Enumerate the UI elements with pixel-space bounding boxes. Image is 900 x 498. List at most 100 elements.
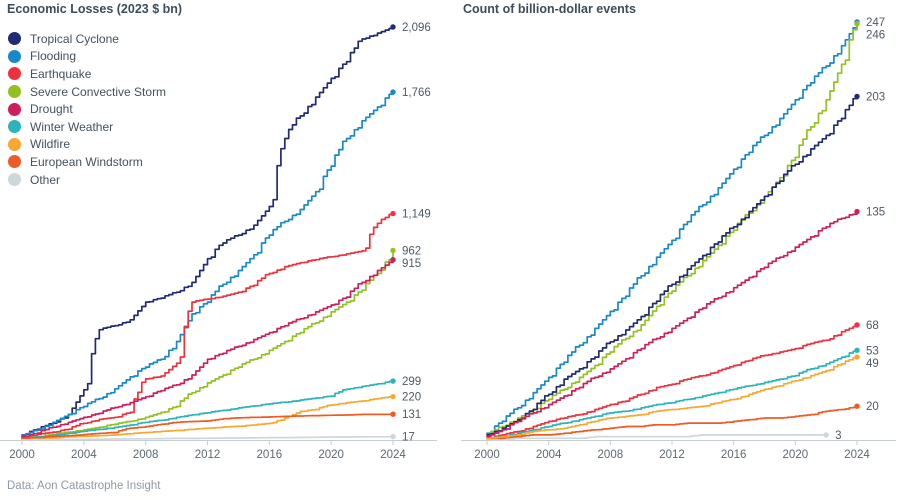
x-tick-label: 2012 xyxy=(195,449,221,461)
line-winter-weather xyxy=(21,380,394,440)
end-dot-drought xyxy=(390,257,396,263)
legend-label: Flooding xyxy=(30,49,77,64)
end-label-earthquake: 68 xyxy=(866,320,879,332)
end-label-drought: 915 xyxy=(402,258,421,270)
legend-swatch-icon xyxy=(8,137,21,151)
end-dot-winter-weather xyxy=(854,347,860,354)
line-european-windstorm xyxy=(486,405,858,441)
end-dot-other xyxy=(823,432,829,438)
legend-swatch-icon xyxy=(8,173,21,187)
line-severe-convective-storm xyxy=(486,22,858,436)
legend-label: Drought xyxy=(30,102,73,117)
economic-losses-chart: 2000 2004 2008 2012 2016 2020 2024 2,096 1,766 1,… xyxy=(0,22,437,461)
x-tick-label: 2004 xyxy=(71,449,97,461)
legend-swatch-icon xyxy=(8,85,21,99)
end-dot-tropical-cyclone xyxy=(390,24,396,30)
end-dot-winter-weather xyxy=(390,378,396,384)
legend-item-drought: Drought xyxy=(8,100,166,118)
end-dot-severe-convective-storm xyxy=(854,20,860,27)
end-label-earthquake: 1,149 xyxy=(402,209,431,221)
end-label-other: 17 xyxy=(402,432,415,444)
line-other xyxy=(486,434,828,441)
legend-label: Severe Convective Storm xyxy=(30,84,167,99)
line-winter-weather xyxy=(486,349,858,440)
event-count-chart: 2000 2004 2008 2012 2016 2020 2024247246203135… xyxy=(461,17,896,461)
legend-item-winter-weather: Winter Weather xyxy=(8,118,166,136)
end-label-flooding: 247 xyxy=(866,17,885,29)
end-label-tropical-cyclone: 2,096 xyxy=(402,22,431,34)
x-tick-label: 2020 xyxy=(783,449,809,461)
legend-swatch-icon xyxy=(8,102,21,116)
end-label-drought: 135 xyxy=(866,207,885,219)
line-european-windstorm xyxy=(21,413,394,440)
x-tick-label: 2024 xyxy=(380,449,406,461)
peril-legend: Tropical Cyclone Flooding Earthquake Severe… xyxy=(8,30,166,188)
line-tropical-cyclone xyxy=(21,26,394,436)
legend-item-other: Other xyxy=(8,171,166,189)
line-flooding xyxy=(21,91,394,437)
legend-item-wildfire: Wildfire xyxy=(8,136,166,154)
legend-item-severe-convective-storm: Severe Convective Storm xyxy=(8,83,166,101)
end-dot-earthquake xyxy=(854,322,860,328)
legend-swatch-icon xyxy=(8,32,21,46)
x-tick-label: 2008 xyxy=(598,449,624,461)
legend-item-flooding: Flooding xyxy=(8,48,166,66)
legend-label: Tropical Cyclone xyxy=(30,31,119,46)
x-tick-label: 2024 xyxy=(844,449,870,461)
legend-label: Earthquake xyxy=(30,66,92,81)
end-label-winter-weather: 53 xyxy=(866,345,879,357)
end-dot-severe-convective-storm xyxy=(390,247,396,254)
end-dot-european-windstorm xyxy=(854,403,860,409)
legend-item-earthquake: Earthquake xyxy=(8,65,166,83)
end-dot-european-windstorm xyxy=(390,411,396,417)
legend-swatch-icon xyxy=(8,67,21,81)
line-severe-convective-storm xyxy=(21,249,394,440)
end-label-other: 3 xyxy=(835,430,841,442)
end-label-wildfire: 49 xyxy=(866,358,879,370)
end-dot-wildfire xyxy=(854,354,860,360)
x-tick-label: 2020 xyxy=(318,449,344,461)
x-tick-label: 2012 xyxy=(659,449,685,461)
line-drought xyxy=(486,210,858,438)
end-dot-wildfire xyxy=(390,393,396,400)
end-label-tropical-cyclone: 203 xyxy=(866,91,885,103)
legend-label: European Windstorm xyxy=(30,154,143,169)
line-wildfire xyxy=(486,356,858,440)
legend-label: Winter Weather xyxy=(30,119,114,134)
line-drought xyxy=(21,258,394,438)
line-earthquake xyxy=(21,212,394,439)
end-label-european-windstorm: 20 xyxy=(866,401,879,413)
end-label-european-windstorm: 131 xyxy=(402,409,421,421)
end-label-winter-weather: 299 xyxy=(402,376,421,388)
x-tick-label: 2004 xyxy=(536,449,562,461)
line-wildfire xyxy=(21,395,394,441)
legend-swatch-icon xyxy=(8,49,21,63)
end-dot-drought xyxy=(854,208,860,215)
line-tropical-cyclone xyxy=(486,95,858,436)
end-dot-flooding xyxy=(390,89,396,95)
legend-swatch-icon xyxy=(8,155,21,169)
economic-losses-title: Economic Losses (2023 $ bn) xyxy=(7,2,183,16)
end-label-wildfire: 220 xyxy=(402,392,421,404)
line-other xyxy=(21,435,394,441)
legend-item-european-windstorm: European Windstorm xyxy=(8,153,166,171)
x-tick-label: 2008 xyxy=(133,449,159,461)
legend-swatch-icon xyxy=(8,120,21,134)
x-tick-label: 2000 xyxy=(9,449,35,461)
end-dot-tropical-cyclone xyxy=(854,93,860,100)
end-dot-earthquake xyxy=(390,210,396,217)
line-flooding xyxy=(486,21,858,435)
end-label-severe-convective-storm: 962 xyxy=(402,245,421,257)
legend-label: Wildfire xyxy=(30,137,71,152)
x-tick-label: 2000 xyxy=(474,449,500,461)
legend-label: Other xyxy=(30,172,61,187)
line-earthquake xyxy=(486,324,858,440)
data-source-note: Data: Aon Catastrophe Insight xyxy=(7,480,161,492)
x-tick-label: 2016 xyxy=(257,449,283,461)
legend-item-tropical-cyclone: Tropical Cyclone xyxy=(8,30,166,48)
end-dot-other xyxy=(390,433,396,440)
end-label-flooding: 1,766 xyxy=(402,87,431,99)
end-label-severe-convective-storm: 246 xyxy=(866,30,885,42)
